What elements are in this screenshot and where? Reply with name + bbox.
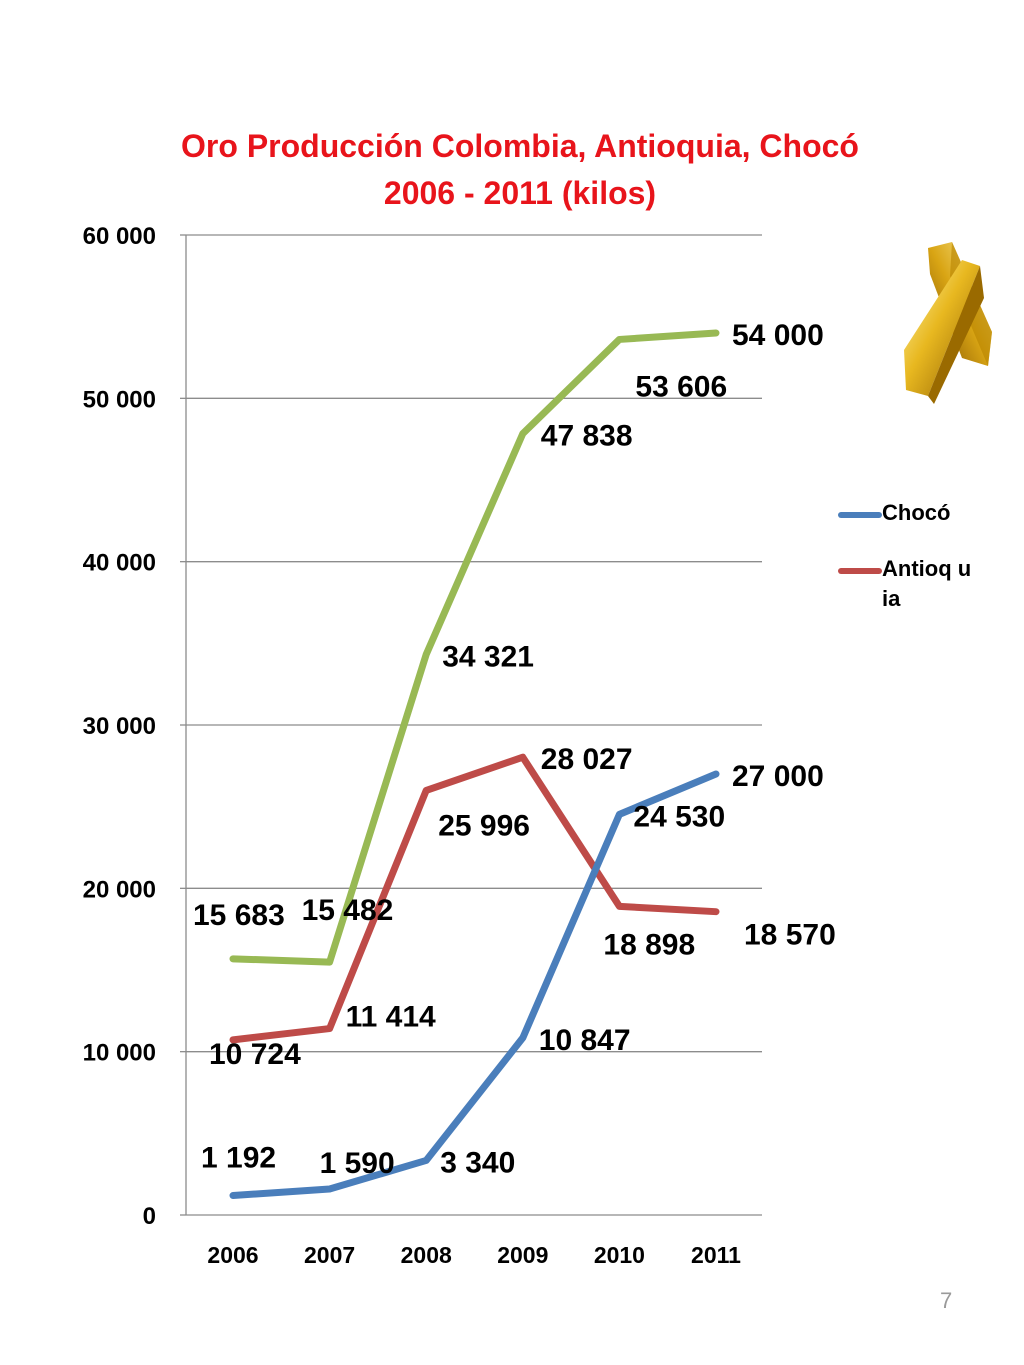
series-line-0 (229, 770, 720, 1200)
y-tick-label-6: 60 000 (83, 223, 156, 250)
data-label-s2-2009: 47 838 (541, 420, 633, 453)
legend-swatch-choco (838, 512, 882, 518)
legend-swatch-antioquia (838, 568, 882, 574)
page-number: 7 (940, 1288, 953, 1313)
y-tick-label-3: 30 000 (83, 713, 156, 740)
data-label-s0-2008: 3 340 (440, 1146, 515, 1179)
data-label-s1-2009: 28 027 (541, 743, 633, 776)
y-tick-label-1: 10 000 (83, 1040, 156, 1067)
data-label-s2-2011: 54 000 (732, 319, 824, 352)
y-tick-label-2: 20 000 (83, 876, 156, 903)
series-line-2 (229, 329, 720, 966)
chart-title-line-1: Oro Producción Colombia, Antioquia, Choc… (181, 128, 859, 164)
data-label-s0-2011: 27 000 (732, 760, 824, 793)
x-tick-label-2010: 2010 (594, 1242, 645, 1268)
data-label-s1-2011: 18 570 (744, 919, 836, 952)
y-tick-label-0: 0 (143, 1203, 156, 1230)
data-label-s2-2008: 34 321 (442, 640, 534, 673)
series-line-1 (229, 753, 720, 1044)
legend-label-choco: Chocó (882, 500, 951, 525)
data-label-s1-2010: 18 898 (603, 928, 695, 961)
y-tick-label-5: 50 000 (83, 386, 156, 413)
x-tick-label-2011: 2011 (691, 1242, 741, 1268)
gold-bars-icon (904, 242, 992, 404)
data-label-s1-2007: 11 414 (346, 1001, 436, 1034)
chart-legend: Chocó Antioq uia (838, 498, 988, 640)
y-tick-label-4: 40 000 (83, 550, 156, 577)
legend-item-antioquia: Antioq uia (838, 554, 988, 614)
data-label-s0-2010: 24 530 (633, 800, 725, 833)
chart-title-line-2: 2006 - 2011 (kilos) (383, 175, 657, 211)
legend-label-antioquia: Antioq uia (882, 556, 972, 611)
data-label-s0-2009: 10 847 (539, 1024, 631, 1057)
x-tick-label-2009: 2009 (497, 1242, 548, 1268)
data-label-s1-2006: 10 724 (209, 1038, 301, 1071)
data-label-s2-2010: 53 606 (635, 370, 727, 403)
legend-item-choco: Chocó (838, 498, 988, 528)
data-label-s0-2007: 1 590 (320, 1147, 395, 1180)
x-tick-label-2007: 2007 (304, 1242, 355, 1268)
x-tick-label-2006: 2006 (207, 1242, 258, 1268)
x-tick-label-2008: 2008 (401, 1242, 452, 1268)
data-label-s0-2006: 1 192 (201, 1142, 276, 1175)
data-label-s1-2008: 25 996 (438, 809, 530, 842)
data-label-s2-2006: 15 683 (193, 899, 285, 932)
data-label-s2-2007: 15 482 (302, 894, 394, 927)
